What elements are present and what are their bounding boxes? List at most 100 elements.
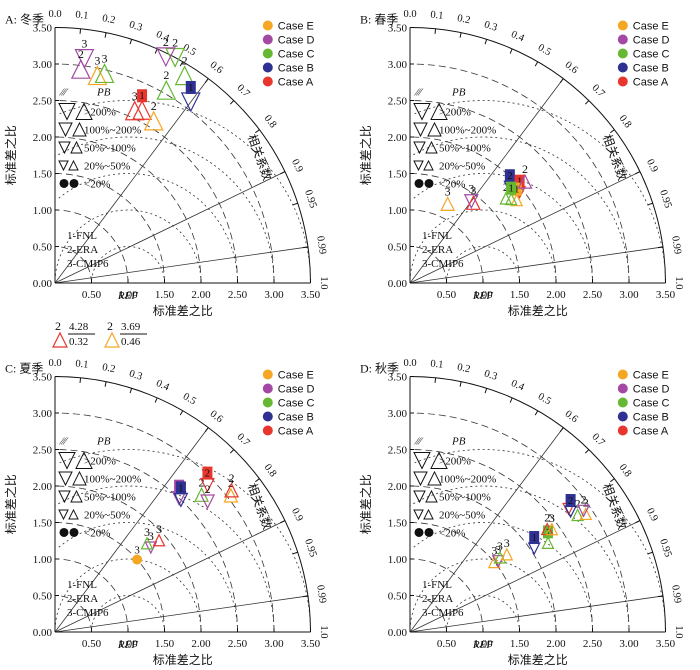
pb-legend-mark: ⁄⁄⁄ — [414, 435, 424, 447]
corr-tick-label: 0.3 — [483, 368, 499, 382]
x-tick-label: 1.00 — [118, 289, 138, 301]
legend-label: Case A — [278, 426, 314, 438]
data-point-label: 2 — [507, 170, 513, 182]
x-tick-label: 1.50 — [155, 638, 175, 650]
pb-level-label: <20% — [84, 527, 110, 539]
data-point-label: 2 — [163, 68, 169, 82]
corr-line — [409, 246, 664, 284]
pb-level-label: 100%~200% — [84, 473, 141, 485]
sd-arc — [409, 522, 520, 633]
pb-up-icon — [425, 140, 438, 154]
y-tick-label: 2.50 — [33, 96, 53, 108]
model-key-label: 2-ERA — [67, 244, 98, 256]
data-point — [132, 99, 153, 120]
corr-tick — [559, 78, 564, 83]
data-point-label: 2 — [163, 35, 169, 49]
data-point-label: 2 — [544, 511, 550, 525]
data-point — [200, 494, 216, 510]
model-key-label: 1-FNL — [67, 230, 97, 242]
x-tick-label: 2.50 — [583, 638, 603, 650]
corr-tick-label: 0.2 — [101, 13, 116, 26]
taylor-panel-1: A: 冬季 0.00 0.50 1.00 1.50 2.00 2.50 3.00 3.50 0.5… — [4, 9, 329, 318]
x-axis-label: 标准差之比 — [508, 653, 568, 667]
corr-line — [409, 520, 641, 633]
data-point-label: 3 — [549, 511, 555, 525]
legend-label: Case D — [278, 35, 315, 47]
data-point-label-bg — [504, 169, 515, 183]
outer-arc — [54, 27, 311, 284]
pb-level-label: 100%~200% — [439, 473, 496, 485]
pb-circle-icon — [414, 527, 424, 537]
data-point-label: 3 — [144, 525, 150, 539]
legend-label: Case E — [633, 21, 669, 33]
y-tick-label: 3.50 — [388, 372, 408, 384]
data-point-label: 1 — [178, 482, 184, 494]
x-tick-label: 3.50 — [301, 289, 321, 301]
pb-down-icon — [413, 160, 424, 172]
y-tick-label: 2.50 — [388, 96, 408, 108]
data-point — [440, 196, 456, 212]
pb-level-label: >200% — [84, 455, 116, 467]
sd-arc — [409, 449, 593, 633]
pb-circle-icon — [69, 527, 79, 537]
x-tick-label: 3.50 — [301, 638, 321, 650]
pb-down-icon — [58, 451, 76, 470]
corr-line — [409, 427, 564, 633]
sd-arc — [54, 63, 275, 284]
pb-up-icon — [70, 489, 83, 503]
y-tick-label: 3.00 — [388, 408, 408, 420]
corr-tick-label: 0.0 — [403, 9, 416, 20]
taylor-panel-3: C: 夏季 0.00 0.50 1.00 1.50 2.00 2.50 3.00 3.50 0.5… — [4, 358, 329, 667]
corr-tick — [509, 397, 513, 403]
pb-level-label: >200% — [439, 106, 471, 118]
corr-tick — [509, 48, 513, 54]
legend-label: Case D — [633, 384, 670, 396]
outlier-lower-value: 0.46 — [121, 336, 141, 348]
pb-down-icon — [58, 141, 71, 155]
rmsd-arc — [54, 558, 202, 633]
pb-legend-title: PB — [451, 435, 466, 447]
data-point — [224, 482, 239, 498]
data-point-label: 2 — [199, 475, 205, 489]
x-tick-label: 0.50 — [82, 289, 102, 301]
data-point-label: 2 — [575, 497, 581, 511]
y-tick-label: 2.00 — [33, 481, 53, 493]
rmsd-arc — [409, 209, 557, 284]
data-point-label: 3 — [495, 543, 501, 557]
pb-level-label: 100%~200% — [439, 124, 496, 136]
pb-circle-icon — [69, 178, 79, 188]
data-point-label: 3 — [134, 545, 140, 557]
corr-tick-label: 0.0 — [48, 358, 61, 369]
data-point-label: 3 — [156, 522, 162, 536]
corr-tick-label: 0.7 — [590, 83, 607, 100]
corr-tick — [657, 246, 664, 249]
corr-tick — [584, 100, 590, 105]
x-tick-label: 2.00 — [191, 638, 211, 650]
data-point-label-bg — [511, 182, 522, 196]
pb-level-label: 20%~50% — [439, 509, 485, 521]
pb-level-label: >200% — [84, 106, 116, 118]
corr-tick — [204, 78, 209, 83]
data-point-label: 3 — [148, 529, 154, 543]
data-point — [152, 533, 166, 547]
corr-tick — [255, 129, 260, 134]
corr-tick-label: 0.8 — [617, 462, 634, 479]
y-tick-label: 2.00 — [388, 132, 408, 144]
data-point-label: 3 — [81, 37, 87, 51]
corr-tick-label: 0.6 — [563, 60, 580, 77]
x-tick-label: 3.00 — [619, 289, 639, 301]
corr-line — [54, 246, 309, 284]
x-tick-label: 3.50 — [656, 638, 676, 650]
model-key-label: 2-ERA — [422, 244, 453, 256]
legend-swatch — [617, 34, 628, 45]
corr-tick-label: 0.99 — [314, 584, 327, 604]
legend-label: Case E — [278, 370, 314, 382]
legend-swatch — [262, 62, 273, 73]
y-tick-label: 0.50 — [33, 242, 53, 254]
corr-tick-label: 0.7 — [235, 432, 252, 449]
corr-tick-label: 0.4 — [509, 29, 526, 45]
legend-label: Case C — [278, 398, 315, 410]
corr-tick-label: 0.95 — [657, 538, 673, 559]
legend-swatch — [617, 48, 628, 59]
rmsd-arc — [409, 558, 557, 633]
